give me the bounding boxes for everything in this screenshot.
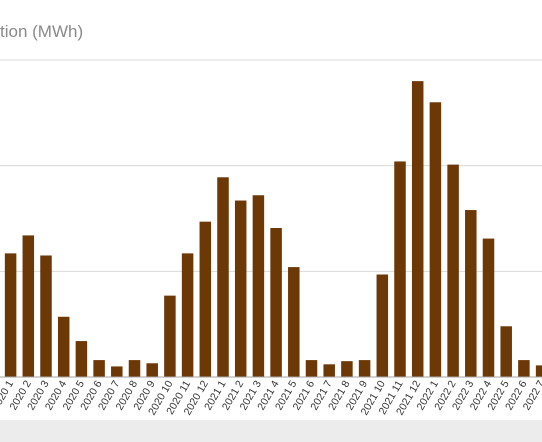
bar-24 <box>429 102 442 378</box>
bar-10 <box>181 253 194 377</box>
bar-25 <box>447 164 459 377</box>
bar-21 <box>376 274 389 377</box>
bar-22 <box>394 161 406 377</box>
bar-9 <box>164 295 176 377</box>
bar-23 <box>411 81 424 377</box>
bar-30 <box>535 365 542 377</box>
bar-7 <box>128 360 141 377</box>
bar-20 <box>358 360 371 377</box>
bar-29 <box>518 360 530 377</box>
bar-13 <box>234 200 247 377</box>
bar-26 <box>465 210 477 377</box>
bar-3 <box>57 316 70 377</box>
bar-28 <box>500 326 512 377</box>
bar-4 <box>75 341 88 377</box>
bar-18 <box>323 364 335 377</box>
bar-16 <box>288 267 300 377</box>
bar-14 <box>252 195 265 377</box>
bar-19 <box>341 361 353 377</box>
bar-17 <box>305 360 318 377</box>
bar-11 <box>199 221 212 377</box>
bar-8 <box>146 363 158 377</box>
bar-6 <box>111 366 123 377</box>
bar-12 <box>217 177 229 377</box>
bar-0 <box>4 253 17 377</box>
bars <box>4 81 542 378</box>
bar-1 <box>22 235 35 377</box>
chart-title: tion (MWh) <box>0 22 83 41</box>
bar-2 <box>40 255 52 377</box>
bar-15 <box>270 228 282 377</box>
bar-27 <box>482 238 495 377</box>
bar-5 <box>93 360 105 377</box>
bottom-scroll-band <box>0 420 542 442</box>
